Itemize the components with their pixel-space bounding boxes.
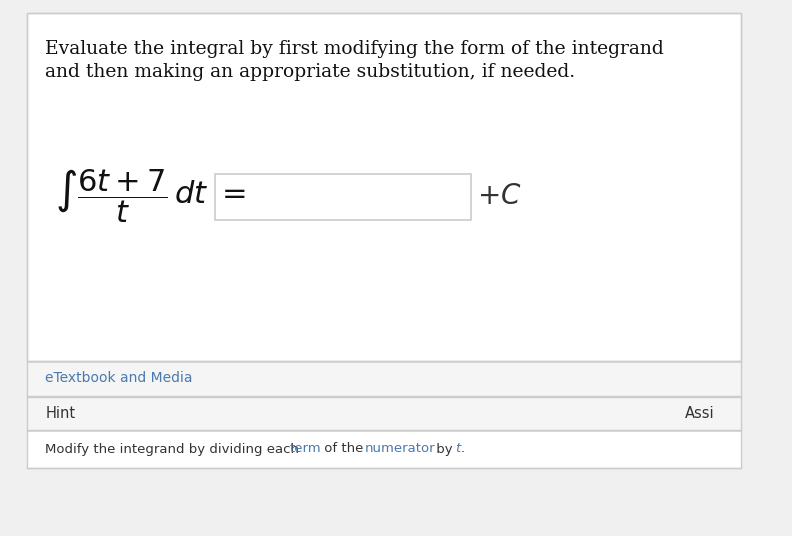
Text: Evaluate the integral by first modifying the form of the integrand: Evaluate the integral by first modifying… (45, 40, 664, 58)
Text: Modify the integrand by dividing each: Modify the integrand by dividing each (45, 443, 303, 456)
FancyBboxPatch shape (26, 431, 741, 468)
Text: of the: of the (320, 443, 367, 456)
FancyBboxPatch shape (215, 174, 470, 220)
Text: eTextbook and Media: eTextbook and Media (45, 371, 193, 385)
Text: .: . (460, 443, 464, 456)
Text: and then making an appropriate substitution, if needed.: and then making an appropriate substitut… (45, 63, 576, 81)
Text: numerator: numerator (365, 443, 436, 456)
Text: $\int \dfrac{6t + 7}{t}\, dt\ =$: $\int \dfrac{6t + 7}{t}\, dt\ =$ (55, 167, 246, 225)
FancyBboxPatch shape (26, 362, 741, 396)
Text: t: t (455, 443, 461, 456)
Text: by: by (432, 443, 457, 456)
FancyBboxPatch shape (26, 398, 741, 430)
Text: Hint: Hint (45, 406, 75, 421)
FancyBboxPatch shape (26, 13, 741, 361)
Text: Assi: Assi (685, 406, 715, 421)
Text: $+C$: $+C$ (477, 182, 522, 210)
Text: term: term (290, 443, 322, 456)
